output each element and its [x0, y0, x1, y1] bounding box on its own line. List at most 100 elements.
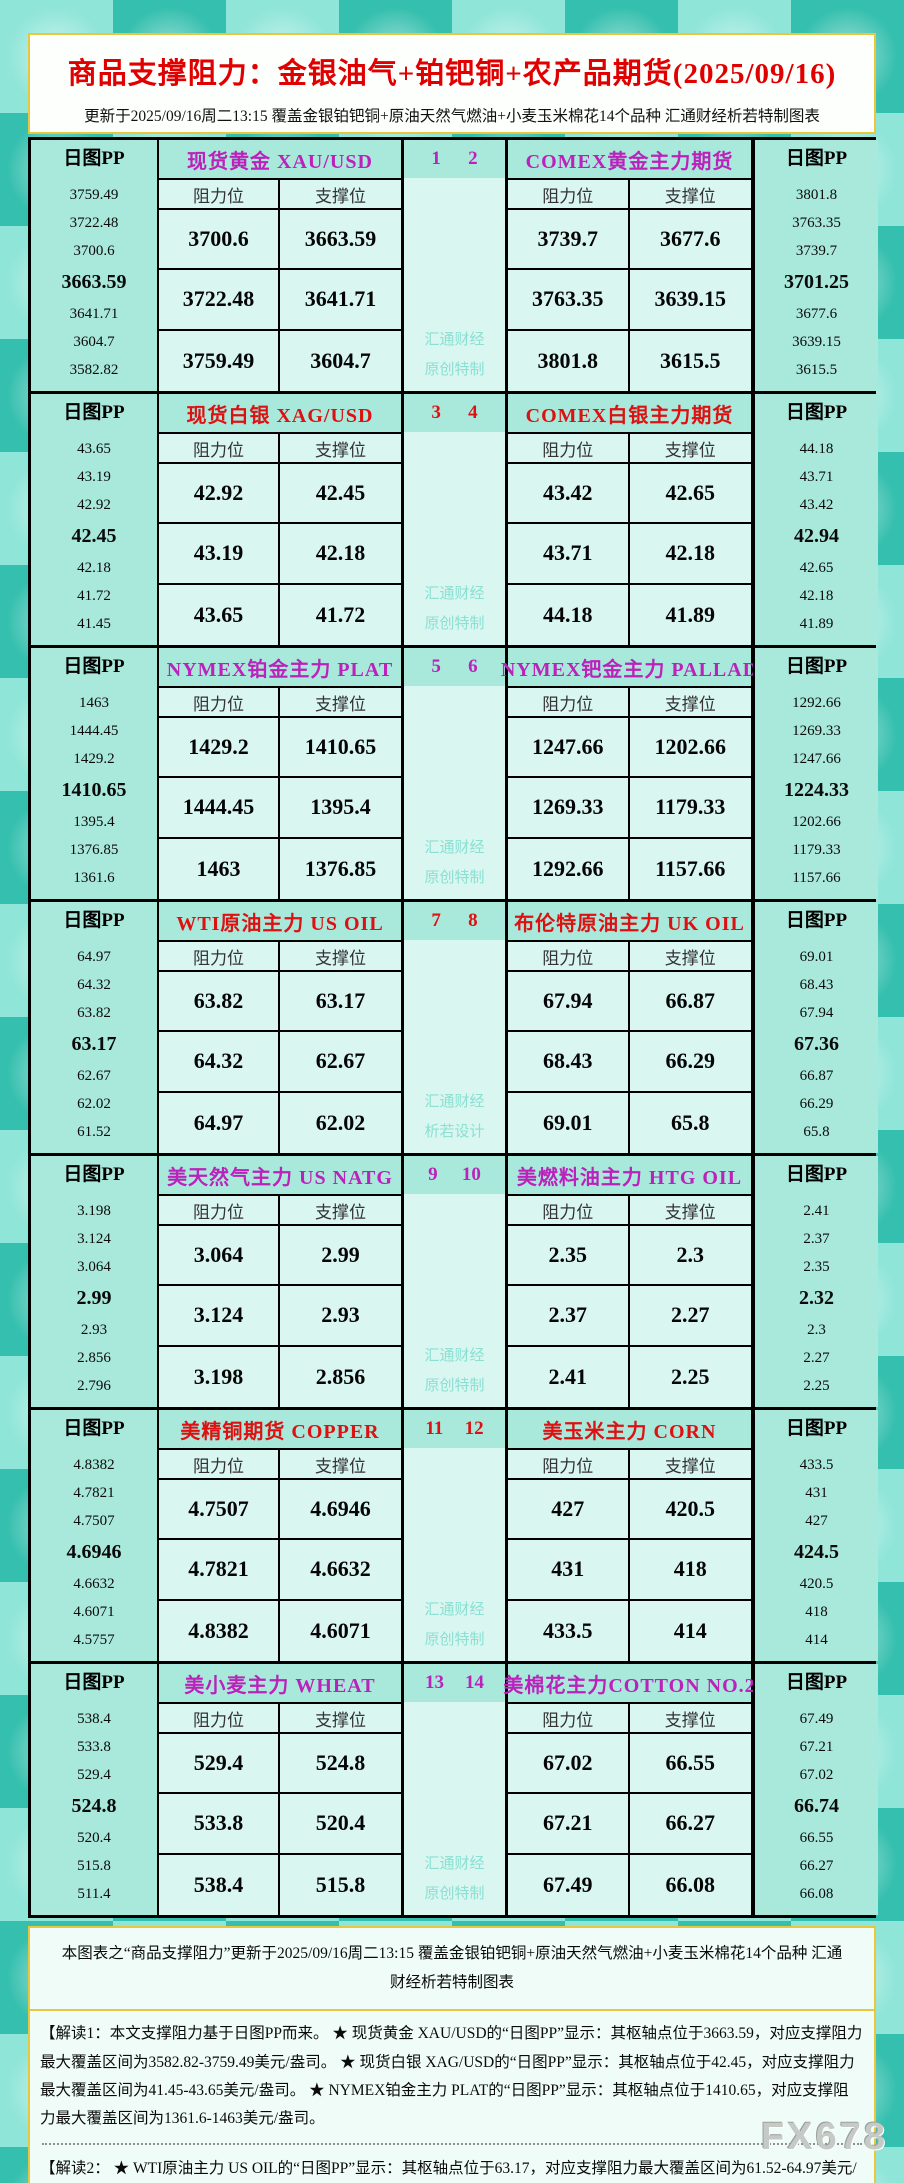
- resistance-value: 538.4: [159, 1854, 280, 1915]
- support-value: 41.72: [315, 601, 366, 627]
- pp-values: 69.01 68.43 67.94 67.36 66.87 66.29 65.8: [755, 940, 878, 1153]
- commodity-block: 日图PP 3759.49 3722.48 3700.6 3663.59 3641.71 36…: [28, 137, 878, 394]
- pp-value: 65.8: [803, 1124, 830, 1141]
- commodity-block: 日图PP 538.4 533.8 529.4 524.8 520.4 515.8 511.4 美…: [28, 1661, 878, 1918]
- divider-column: 13 14 汇通财经 原创特制: [404, 1664, 508, 1915]
- resistance-header: 阻力位: [159, 688, 280, 718]
- support-value: 3639.15: [629, 270, 751, 331]
- pp-value: 538.4: [77, 1710, 111, 1727]
- pp-header-label: 日图PP: [785, 656, 848, 677]
- pp-value: 62.67: [77, 1067, 111, 1084]
- product-title: 美棉花主力COTTON NO.2: [503, 1664, 755, 1702]
- resistance-header: 阻力位: [508, 1196, 630, 1226]
- analysis-notes-box: 【解读1：本文支撑阻力基于日图PP而来。 ★ 现货黄金 XAU/USD的“日图P…: [28, 2009, 876, 2183]
- brand-watermark-line: 原创特制: [424, 1886, 485, 1902]
- block-number: 2: [468, 148, 478, 169]
- pp-value: 68.43: [799, 976, 834, 993]
- commodity-block: 日图PP 64.97 64.32 63.82 63.17 62.67 62.02 61.52 W…: [28, 899, 878, 1156]
- pp-values: 4.8382 4.7821 4.7507 4.6946 4.6632 4.6071 4.57…: [31, 1448, 157, 1661]
- pp-value: 41.45: [77, 616, 111, 633]
- pp-value: 41.89: [799, 616, 834, 633]
- resistance-value: 1292.66: [508, 838, 630, 899]
- pp-value: 66.29: [799, 1096, 834, 1113]
- analysis-note-1: 【解读1：本文支撑阻力基于日图PP而来。 ★ 现货黄金 XAU/USD的“日图P…: [40, 2025, 863, 2127]
- page-title: 商品支撑阻力：金银油气+铂钯铜+农产品期货(2025/09/16): [67, 58, 837, 90]
- divider-column: 9 10 汇通财经 原创特制: [404, 1156, 508, 1407]
- support-value: 63.17: [280, 972, 401, 1033]
- support-value: 42.18: [629, 524, 751, 585]
- product-column-left: WTI原油主力 US OIL 阻力位 支撑位 63.82 63.17 64.32 62.67…: [159, 902, 404, 1153]
- resistance-header: 阻力位: [508, 180, 630, 210]
- block-numbers: 11 12: [404, 1410, 505, 1448]
- product-column-right: NYMEX钯金主力 PALLAD 阻力位 支撑位 1247.66 1202.66 1269…: [501, 648, 757, 899]
- support-value: 42.45: [280, 464, 401, 525]
- pp-value: 1395.4: [73, 813, 115, 830]
- pivot-table: 阻力位 支撑位 4.7507 4.6946 4.7821 4.6632 4.8382 4.60…: [159, 1448, 401, 1661]
- support-header: 支撑位: [629, 942, 751, 972]
- pp-value: 63.82: [77, 1005, 111, 1022]
- support-value: 1202.66: [629, 718, 751, 779]
- pp-value: 427: [805, 1513, 828, 1530]
- pp-value: 42.92: [77, 497, 111, 514]
- support-value: 2.93: [280, 1286, 401, 1347]
- pivot-table: 阻力位 支撑位 3.064 2.99 3.124 2.93 3.198 2.856: [159, 1194, 401, 1407]
- pp-value: 1179.33: [792, 842, 841, 859]
- pp-values: 538.4 533.8 529.4 524.8 520.4 515.8 511.4: [31, 1702, 157, 1915]
- brand-watermark-line: 汇通财经: [424, 1602, 485, 1618]
- resistance-header: 阻力位: [159, 1196, 280, 1226]
- resistance-value: 4.8382: [159, 1600, 280, 1661]
- pp-value: 4.7821: [73, 1484, 115, 1501]
- pp-values: 433.5 431 427 424.5 420.5 418 414: [755, 1448, 878, 1661]
- block-numbers: 13 14: [404, 1664, 505, 1702]
- support-header: 支撑位: [280, 1704, 401, 1734]
- pp-header-label: 日图PP: [785, 910, 848, 931]
- pp-value: 1247.66: [792, 751, 841, 768]
- pp-values: 1463 1444.45 1429.2 1410.65 1395.4 1376.85 136…: [31, 686, 157, 899]
- block-number: 12: [464, 1418, 484, 1439]
- pp-value: 3.064: [77, 1259, 111, 1276]
- block-number: 4: [468, 402, 478, 423]
- support-value: 520.4: [280, 1794, 401, 1855]
- pivot-table: 阻力位 支撑位 427 420.5 431 418 433.5 414: [508, 1448, 751, 1661]
- pp-value: 1376.85: [69, 842, 119, 859]
- brand-watermark: 汇通财经 原创特制: [404, 1849, 505, 1915]
- support-value: 41.89: [665, 601, 716, 627]
- block-number: 10: [461, 1164, 481, 1185]
- pp-column-right: 日图PP 44.18 43.71 43.42 42.94 42.65 42.18 41.89: [753, 394, 878, 645]
- pp-value: 66.87: [799, 1067, 834, 1084]
- pp-value: 1269.33: [792, 722, 841, 739]
- resistance-value: 3722.48: [159, 270, 280, 331]
- product-title: 美精铜期货 COPPER: [159, 1410, 401, 1448]
- pp-header-label: 日图PP: [63, 402, 125, 423]
- support-value: 2.27: [629, 1286, 751, 1347]
- product-title: 现货白银 XAG/USD: [159, 394, 401, 432]
- pp-header-label: 日图PP: [63, 656, 125, 677]
- pp-header-label: 日图PP: [785, 402, 848, 423]
- page-subtitle: 更新于2025/09/16周二13:15 覆盖金银铂钯铜+原油天然气燃油+小麦玉…: [84, 108, 820, 125]
- resistance-value: 533.8: [159, 1794, 280, 1855]
- brand-watermark: 汇通财经 原创特制: [404, 325, 505, 391]
- product-title: WTI原油主力 US OIL: [159, 902, 401, 940]
- support-header: 支撑位: [280, 180, 401, 210]
- resistance-header: 阻力位: [508, 434, 630, 464]
- pp-column-right: 日图PP 2.41 2.37 2.35 2.32 2.3 2.27 2.25: [753, 1156, 878, 1407]
- pivot-table: 阻力位 支撑位 42.92 42.45 43.19 42.18 43.65 41.72: [159, 432, 401, 645]
- brand-watermark-line: 原创特制: [424, 616, 485, 632]
- pp-value: 67.21: [799, 1738, 834, 1755]
- block-number: 6: [468, 656, 478, 677]
- pp-values: 1292.66 1269.33 1247.66 1224.33 1202.66 1179.…: [755, 686, 878, 899]
- support-value: 1395.4: [280, 778, 401, 839]
- support-value: 3677.6: [629, 210, 751, 271]
- support-value: 2.3: [629, 1226, 751, 1287]
- resistance-value: 2.35: [508, 1226, 630, 1287]
- product-column-right: COMEX白银主力期货 阻力位 支撑位 43.42 42.65 43.71 42.18 44.…: [508, 394, 753, 645]
- commodity-block: 日图PP 43.65 43.19 42.92 42.45 42.18 41.72 41.45 现…: [28, 391, 878, 648]
- support-value: 420.5: [629, 1480, 751, 1541]
- product-column-right: 美燃料油主力 HTG OIL 阻力位 支撑位 2.35 2.3 2.37 2.27 2.41 2…: [508, 1156, 753, 1407]
- resistance-value: 64.97: [159, 1092, 280, 1153]
- product-title: NYMEX铂金主力 PLAT: [159, 648, 401, 686]
- support-header: 支撑位: [629, 1704, 751, 1734]
- pp-column-right: 日图PP 67.49 67.21 67.02 66.74 66.55 66.27 66.08: [753, 1664, 878, 1915]
- brand-watermark-line: 汇通财经: [424, 1348, 485, 1364]
